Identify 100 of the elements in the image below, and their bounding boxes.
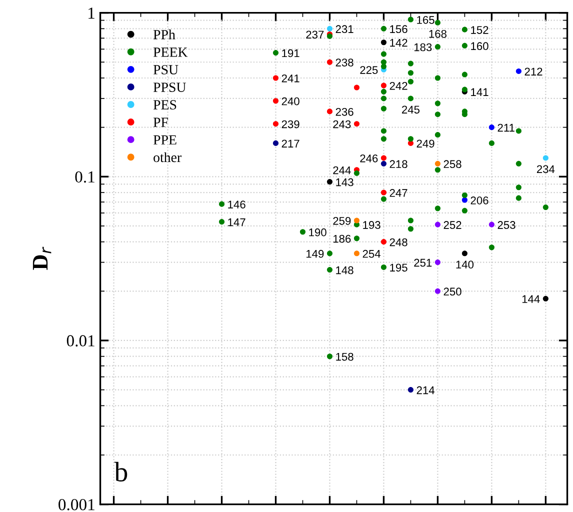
annotation: 149 xyxy=(306,250,324,258)
annotation: 158 xyxy=(336,352,354,361)
point xyxy=(326,179,332,185)
point xyxy=(434,44,440,50)
point xyxy=(380,26,386,32)
legend-label: PPSU xyxy=(153,82,186,92)
annotation: 238 xyxy=(336,58,354,66)
point xyxy=(434,160,440,166)
point xyxy=(326,108,332,114)
annotation: 148 xyxy=(336,266,354,274)
point xyxy=(272,98,279,104)
point xyxy=(218,201,225,207)
point xyxy=(462,42,468,48)
point xyxy=(380,160,386,166)
y-tick-label: 1 xyxy=(88,8,94,19)
annotation: 236 xyxy=(336,108,354,116)
y-tick-label: 0.1 xyxy=(75,171,94,183)
annotation: 206 xyxy=(470,196,488,204)
annotation: 190 xyxy=(309,228,326,236)
annotation: 231 xyxy=(336,25,354,34)
point xyxy=(354,121,360,127)
annotation: 156 xyxy=(390,25,408,34)
annotation: 152 xyxy=(471,26,488,34)
point xyxy=(380,64,386,70)
point xyxy=(354,250,360,256)
annotation: 160 xyxy=(471,42,488,50)
annotation: 234 xyxy=(536,165,555,174)
point xyxy=(462,250,468,256)
point xyxy=(488,140,494,146)
point xyxy=(542,204,548,210)
point xyxy=(272,50,279,56)
annotation: 144 xyxy=(522,295,540,303)
point xyxy=(488,222,494,228)
annotation: 146 xyxy=(228,200,246,208)
point xyxy=(380,155,386,161)
point xyxy=(488,124,494,130)
annotation: 250 xyxy=(444,288,462,296)
annotation: 165 xyxy=(417,16,434,24)
point xyxy=(380,82,386,88)
point xyxy=(380,128,386,134)
point xyxy=(326,250,332,256)
legend-label: PSU xyxy=(153,65,178,74)
annotation: 254 xyxy=(362,250,380,258)
annotation: 258 xyxy=(444,160,462,168)
annotation: 140 xyxy=(456,260,474,269)
annotation: 217 xyxy=(282,140,300,148)
annotation: 168 xyxy=(429,30,446,38)
annotation: 245 xyxy=(402,106,420,114)
point xyxy=(516,195,522,201)
legend-label: PF xyxy=(153,118,168,127)
annotation: 243 xyxy=(333,120,351,128)
point xyxy=(354,236,360,242)
legend-label: PES xyxy=(153,100,176,110)
point xyxy=(434,260,440,266)
annotation: 241 xyxy=(282,74,300,82)
point xyxy=(434,75,440,81)
point xyxy=(354,218,360,224)
annotation: 249 xyxy=(416,140,434,148)
y-tick-label: 0.01 xyxy=(66,335,94,346)
annotation: 247 xyxy=(390,189,408,197)
point xyxy=(272,140,279,146)
point xyxy=(542,155,548,161)
point xyxy=(408,226,414,232)
annotation: 214 xyxy=(416,386,434,394)
point xyxy=(516,184,522,190)
y-axis-title: D$_{r}$ xyxy=(32,246,52,270)
legend-label: other xyxy=(154,152,182,162)
annotation: 143 xyxy=(336,178,354,186)
point xyxy=(434,100,440,106)
annotation: 239 xyxy=(282,120,300,128)
point xyxy=(516,128,522,134)
annotation: 147 xyxy=(228,218,246,226)
point xyxy=(434,206,440,212)
point xyxy=(380,88,386,94)
point xyxy=(516,68,522,74)
point xyxy=(408,70,414,76)
point xyxy=(300,229,306,235)
point xyxy=(462,208,468,214)
point xyxy=(462,192,468,198)
point xyxy=(434,222,440,228)
point xyxy=(408,387,414,393)
y-tick-label: 0.001 xyxy=(58,499,94,510)
annotation: 212 xyxy=(524,68,542,76)
point xyxy=(542,296,548,302)
point xyxy=(380,136,386,142)
legend-label: PPh xyxy=(153,30,176,40)
legend-label: PEEK xyxy=(153,48,188,57)
annotation: 253 xyxy=(498,221,516,229)
point xyxy=(408,16,414,22)
point xyxy=(462,197,468,203)
point xyxy=(218,219,225,225)
annotation: 183 xyxy=(414,43,432,52)
point xyxy=(408,96,414,102)
annotation: 259 xyxy=(333,216,351,225)
legend-label: PPE xyxy=(153,135,176,144)
point xyxy=(326,354,332,360)
point xyxy=(380,196,386,202)
point xyxy=(434,112,440,118)
point xyxy=(272,75,279,81)
annotation: 193 xyxy=(363,221,380,229)
